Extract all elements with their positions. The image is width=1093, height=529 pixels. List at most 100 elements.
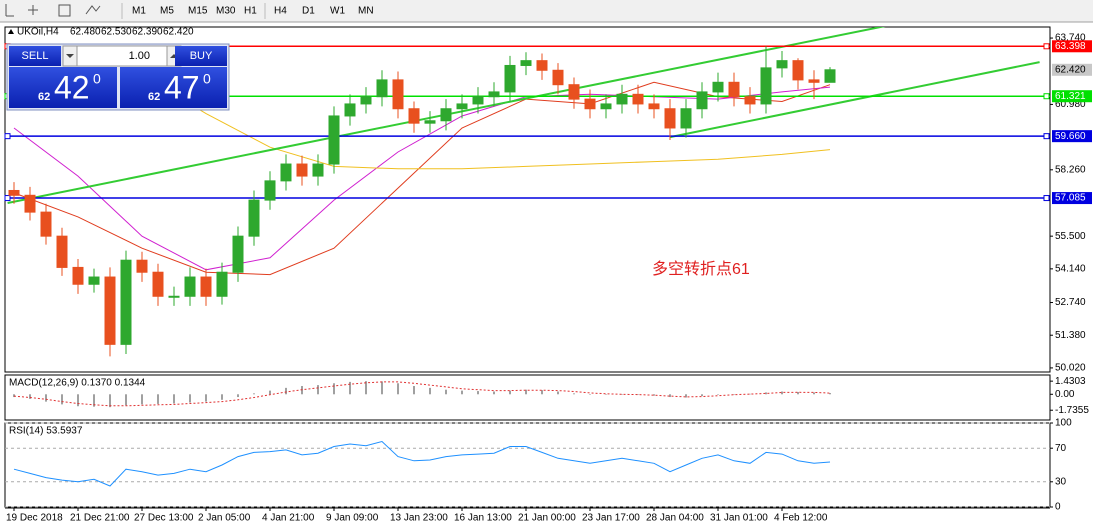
candle-body [232,235,244,273]
macd-bar [381,381,383,395]
rsi-line [13,440,831,487]
macd-bar [189,394,191,403]
sell-label[interactable]: SELL [22,50,49,62]
macd-bar [141,394,143,405]
level-handle [4,195,11,202]
candle-body [504,64,516,93]
macd-bar [477,391,479,395]
y-tick-label: 51.380 [1055,330,1086,341]
candle-body [392,79,404,110]
ohlc-close: 62.420 [163,27,194,38]
level-label: 57.085 [1055,193,1086,204]
macd-bar [221,394,223,400]
toolbar-icons[interactable] [5,3,123,19]
macd-bar [701,394,703,397]
buy-button[interactable] [175,46,227,66]
macd-bar [749,393,751,395]
icon-lines[interactable] [85,5,101,15]
level-label-bg [1052,90,1092,103]
macd-bar [317,385,319,395]
x-tick-label: 2 Jan 05:00 [198,513,251,524]
macd-bar [669,394,671,398]
candle-body [88,276,100,285]
y-tick-label: 58.260 [1055,164,1086,175]
sell-price-box[interactable] [9,67,117,108]
candle-body [344,103,356,117]
moving-average [13,81,831,276]
x-tick-label: 4 Jan 21:00 [262,513,315,524]
toolbar-bg [0,0,1093,22]
timeframe-button[interactable]: W1 [330,6,345,17]
candle-body [24,194,36,213]
candle-body [584,98,596,110]
y-tick-label: 52.740 [1055,297,1086,308]
timeframe-button[interactable]: H4 [274,6,287,17]
x-tick-label: 21 Jan 00:00 [518,513,576,524]
x-tick-label: 9 Jan 09:00 [326,513,379,524]
icon-chart[interactable] [5,4,14,17]
macd-bar [29,394,31,399]
ohlc-low: 62.390 [132,27,163,38]
macd-bar [333,383,335,395]
macd-bar [93,394,95,407]
candle-body [456,103,468,110]
candle-body [776,60,788,69]
sell-price-main: 42 [54,69,90,105]
collapse-arrow[interactable] [8,29,14,34]
candle-body [216,271,228,297]
icon-zoom[interactable] [58,4,71,17]
plot-area: 63.740 60.980 58.260 55.500 54.140 52.740 51.3… [4,26,1092,524]
macd-bar [493,391,495,395]
timeframe-button[interactable]: D1 [302,6,315,17]
ohlc-open: 62.480 [70,27,101,38]
moving-average [13,86,831,271]
candle-body [376,79,388,98]
y-tick-label: 30 [1055,476,1067,487]
macd-bar [269,390,271,395]
timeframe-button[interactable]: H1 [244,6,257,17]
volume-value[interactable]: 1.00 [129,50,150,62]
candle-body [248,199,260,237]
timeframe-button[interactable]: M30 [216,6,236,17]
macd-bar [621,394,623,395]
y-tick-label: 55.500 [1055,231,1086,242]
candle-body [120,259,132,345]
panel-frame [4,422,1051,508]
candle-body [424,120,436,124]
x-tick-label: 27 Dec 13:00 [134,513,194,524]
macd-bar [637,394,639,395]
timeframe-button[interactable]: M1 [132,6,146,17]
level-label-bg [1052,130,1092,143]
candle-body [280,163,292,182]
volume-input[interactable] [76,45,168,67]
candle-body [312,163,324,177]
moving-average [141,74,831,170]
buy-price-suffix: 0 [203,71,211,87]
x-tick-label: 4 Feb 12:00 [774,513,828,524]
candle-body [792,60,804,81]
timeframe-button[interactable]: M15 [188,6,208,17]
buy-label[interactable]: BUY [190,50,213,62]
candle-body [56,235,68,268]
candle-body [712,81,724,93]
symbol-label: UKOil,H4 [17,27,59,38]
y-tick-label: 0.00 [1055,389,1075,400]
macd-bar [45,394,47,402]
timeframe-button[interactable]: M5 [160,6,174,17]
indicator-title: MACD(12,26,9) 0.1370 0.1344 [9,378,146,389]
sell-button[interactable] [9,46,61,66]
candle-body [488,91,500,98]
candle-body [744,96,756,105]
buy-price-box[interactable] [120,67,227,108]
macd-bar [157,394,159,404]
timeframe-button[interactable]: MN [358,6,374,17]
y-tick-label: 0 [1055,502,1061,513]
candle-body [616,93,628,105]
macd-bar [205,394,207,402]
one-click-trading: SELL 1.00 BUY 62 42 0 62 47 0 [6,43,230,111]
level-handle [1043,195,1050,202]
candle-body [520,60,532,66]
ohlc-high: 62.530 [101,27,132,38]
level-handle [1043,133,1050,140]
candle-body [536,60,548,71]
